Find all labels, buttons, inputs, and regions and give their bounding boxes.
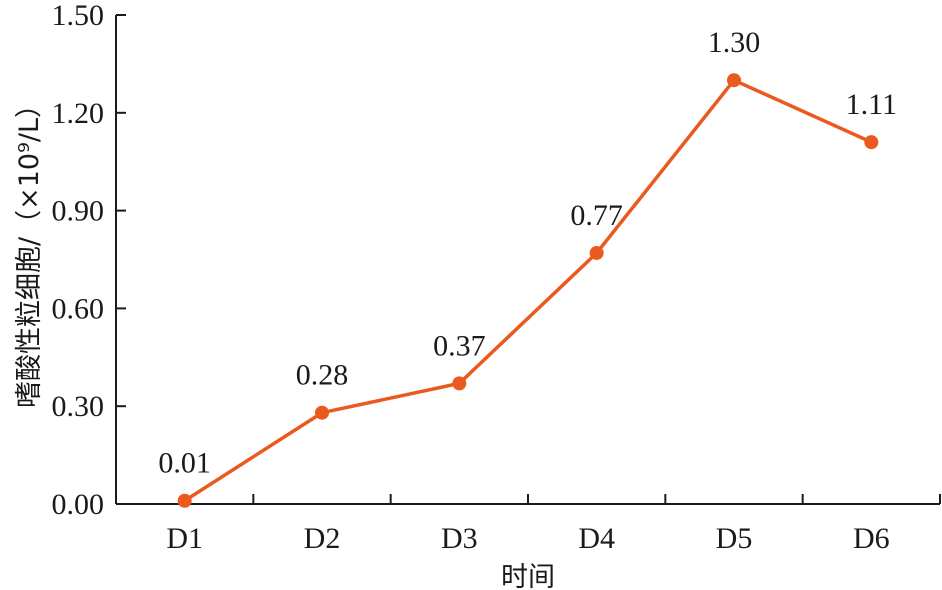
series-group [177, 73, 879, 508]
y-axis-title: 嗜酸性粒细胞/（×10⁹/L） [14, 91, 45, 408]
data-point [315, 405, 329, 420]
data-point [864, 135, 879, 150]
data-label: 0.37 [433, 329, 486, 362]
x-ticks: D1 D2 D3 D4 D5 D6 [166, 494, 941, 555]
y-tick-label: 1.50 [52, 0, 105, 32]
x-tick-label: D2 [304, 522, 341, 555]
y-tick-label: 0.60 [52, 292, 105, 325]
axes [115, 15, 940, 505]
data-label: 1.11 [846, 88, 897, 121]
y-ticks: 0.00 0.30 0.60 0.90 1.20 1.50 [52, 0, 126, 521]
x-tick-label: D4 [578, 522, 615, 555]
x-tick-label: D5 [716, 522, 753, 555]
data-labels: 0.01 0.28 0.37 0.77 1.30 1.11 [158, 26, 897, 480]
series-line [183, 78, 873, 503]
y-tick-label: 1.20 [52, 97, 105, 130]
data-label: 1.30 [708, 26, 761, 59]
data-point [727, 73, 741, 88]
x-axis-title: 时间 [501, 562, 555, 590]
y-tick-label: 0.90 [52, 195, 105, 228]
x-tick-label: D1 [166, 522, 203, 555]
data-point [589, 245, 604, 260]
x-tick-label: D3 [441, 522, 478, 555]
data-point [452, 376, 467, 391]
data-label: 0.01 [158, 447, 211, 480]
data-label: 0.77 [570, 199, 623, 232]
y-tick-label: 0.30 [52, 390, 105, 423]
data-point [177, 493, 192, 508]
x-tick-label: D6 [853, 522, 890, 555]
data-label: 0.28 [296, 359, 349, 392]
y-tick-label: 0.00 [52, 488, 105, 521]
